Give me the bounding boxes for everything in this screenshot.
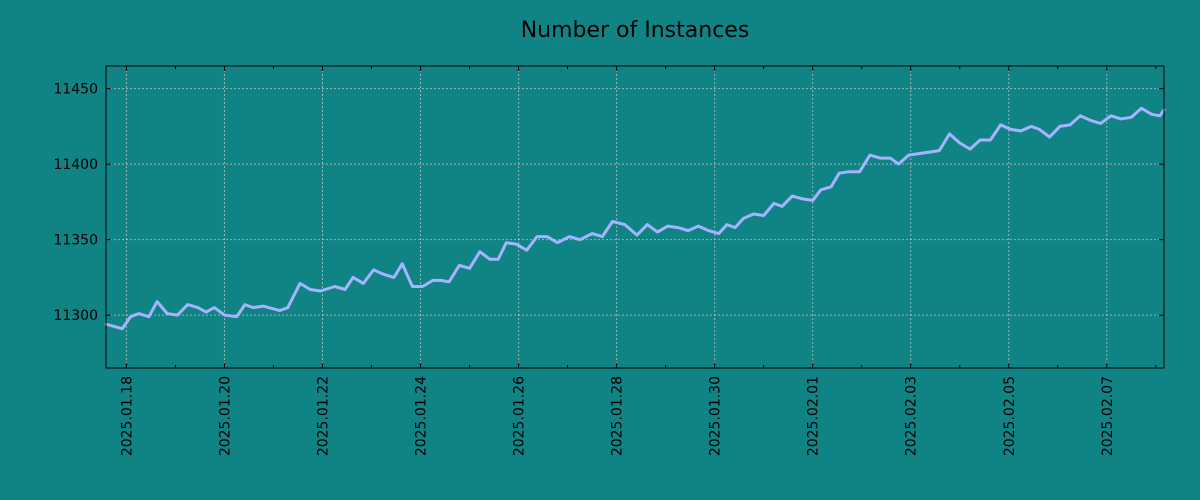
y-tick-label: 11300 — [53, 308, 98, 324]
plot-frame — [105, 65, 1165, 369]
y-tick-label: 11350 — [53, 233, 98, 249]
x-tick-label: 2025.02.03 — [904, 376, 920, 456]
y-tick-label: 11400 — [53, 157, 98, 173]
series-line — [104, 106, 1166, 331]
x-tick-label: 2025.01.22 — [316, 376, 332, 456]
x-tick-label: 2025.01.28 — [610, 376, 626, 456]
chart-title: Number of Instances — [521, 18, 750, 43]
x-tick-label: 2025.01.18 — [119, 376, 135, 456]
x-tick-label: 2025.02.05 — [1002, 376, 1018, 456]
series-layer — [104, 106, 1166, 331]
x-tick-label: 2025.01.26 — [512, 376, 528, 456]
x-tick-label: 2025.01.30 — [708, 376, 724, 456]
x-tick-label: 2025.02.07 — [1100, 376, 1116, 456]
x-tick-label: 2025.01.20 — [217, 376, 233, 456]
x-tick-label: 2025.02.01 — [806, 376, 822, 456]
axes: 11300 11350 11400 11450 2025.01.18 2025.01.20… — [53, 66, 1164, 456]
x-tick-label: 2025.01.24 — [414, 376, 430, 456]
grid — [106, 66, 1164, 368]
y-tick-label: 11450 — [53, 82, 98, 98]
